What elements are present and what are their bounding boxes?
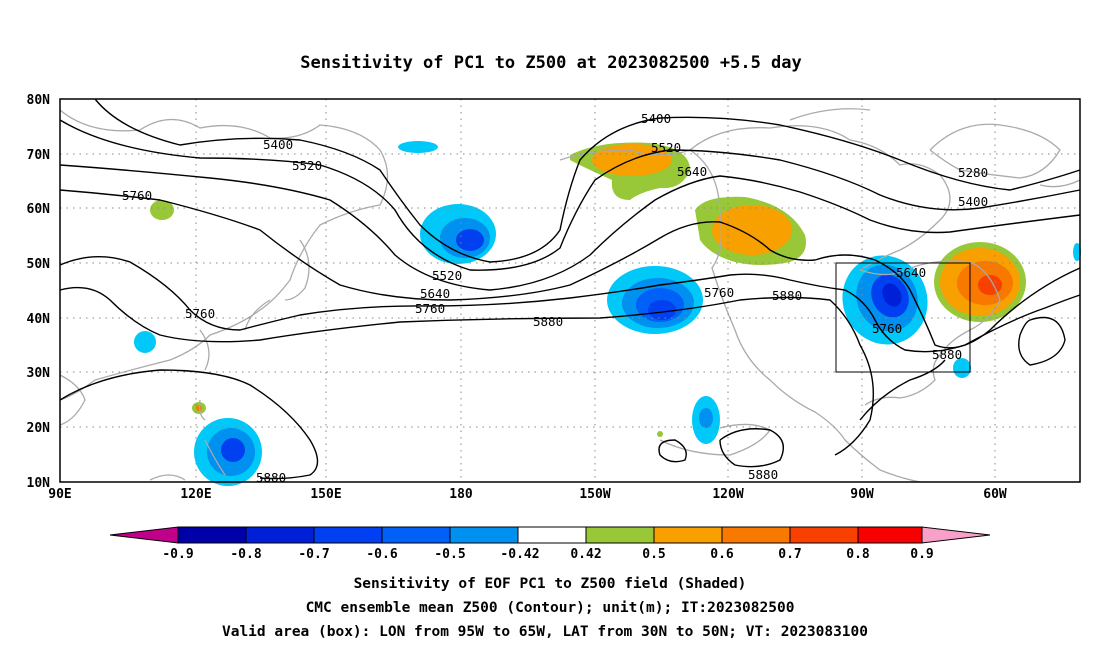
lat-label: 30N [27, 366, 51, 381]
colorbar-tick: 0.7 [778, 547, 801, 562]
contour-label: 5880 [772, 288, 802, 303]
colorbar: -0.9 -0.8 -0.7 -0.6 -0.5 -0.42 0.42 0.5 … [109, 526, 991, 562]
lon-label: 90E [48, 487, 71, 502]
z500-contours [59, 98, 1081, 480]
contour-label: 5760 [872, 321, 902, 336]
contour-label: 5880 [748, 467, 778, 482]
contour-label: 5280 [958, 165, 988, 180]
lon-label: 150W [579, 487, 610, 502]
contour-labels: 5400 5520 5760 5760 5520 5640 5760 5880 … [122, 111, 988, 485]
colorbar-tick: 0.9 [910, 547, 933, 562]
colorbar-cell [381, 526, 451, 544]
negative-blob-east-edge [1073, 243, 1081, 261]
colorbar-tick: 0.6 [710, 547, 734, 562]
colorbar-cell [653, 526, 723, 544]
colorbar-cell [177, 526, 247, 544]
colorbar-tick: 0.5 [642, 547, 665, 562]
negative-blob-arctic [398, 141, 438, 153]
colorbar-tick-labels: -0.9 -0.8 -0.7 -0.6 -0.5 -0.42 0.42 0.5 … [162, 547, 933, 562]
colorbar-high-triangle [921, 526, 991, 544]
contour-label: 5520 [292, 158, 322, 173]
caption: Sensitivity of EOF PC1 to Z500 field (Sh… [222, 576, 868, 640]
contour-label: 5520 [651, 140, 681, 155]
colorbar-tick: -0.9 [162, 547, 193, 562]
map-frame [59, 98, 1081, 483]
lat-lon-grid [60, 99, 1080, 482]
contour-label: 5760 [122, 188, 152, 203]
negative-blob-hawaii-core [699, 408, 713, 428]
map-panel: 5400 5520 5760 5760 5520 5640 5760 5880 … [59, 98, 1081, 486]
latitude-labels: 80N 70N 60N 50N 40N 30N 20N 10N [27, 93, 51, 491]
colorbar-cell [245, 526, 315, 544]
colorbar-tick: -0.8 [230, 547, 261, 562]
negative-blob-north-pacific [607, 266, 703, 334]
contour-label: 5640 [420, 286, 450, 301]
lat-label: 60N [27, 202, 51, 217]
colorbar-tick: -0.7 [298, 547, 329, 562]
contour-label: 5400 [958, 194, 988, 209]
contour-label: 5640 [677, 164, 707, 179]
caption-line: CMC ensemble mean Z500 (Contour); unit(m… [306, 600, 795, 616]
positive-blob-siberia [150, 200, 174, 220]
contour-label: 5880 [932, 347, 962, 362]
lon-label: 90W [850, 487, 874, 502]
colorbar-tick: 0.8 [846, 547, 870, 562]
longitude-labels: 90E 120E 150E 180 150W 120W 90W 60W [48, 487, 1007, 502]
colorbar-cell [517, 526, 587, 544]
caption-line: Valid area (box): LON from 95W to 65W, L… [222, 624, 868, 640]
colorbar-tick: -0.42 [500, 547, 539, 562]
valid-area-box [835, 262, 971, 373]
colorbar-tick: -0.5 [434, 547, 465, 562]
lat-label: 10N [27, 476, 51, 491]
contour-label: 5760 [415, 301, 445, 316]
lon-label: 60W [983, 487, 1007, 502]
lon-label: 150E [310, 487, 341, 502]
figure-title: Sensitivity of PC1 to Z500 at 2023082500… [300, 53, 802, 73]
colorbar-cell [313, 526, 383, 544]
positive-blob-western-canada [695, 196, 806, 265]
contour-label: 5880 [533, 314, 563, 329]
colorbar-tick: 0.42 [570, 547, 601, 562]
colorbar-cell [585, 526, 655, 544]
lat-label: 20N [27, 421, 51, 436]
contour-label: 5760 [704, 285, 734, 300]
lon-label: 120W [712, 487, 743, 502]
lon-label: 180 [449, 487, 473, 502]
negative-blob-east-china [134, 331, 156, 353]
positive-blob-pacific-dot [657, 431, 663, 437]
contour-label: 5520 [432, 268, 462, 283]
contour-label: 5640 [896, 265, 926, 280]
lat-label: 50N [27, 257, 51, 272]
contour-label: 5400 [641, 111, 671, 126]
lon-label: 120E [180, 487, 211, 502]
colorbar-tick: -0.6 [366, 547, 397, 562]
caption-line: Sensitivity of EOF PC1 to Z500 field (Sh… [354, 576, 747, 592]
negative-blob-philippine-sea [194, 418, 262, 486]
lat-label: 80N [27, 93, 51, 108]
contour-label: 5760 [185, 306, 215, 321]
colorbar-low-triangle [109, 526, 179, 544]
colorbar-cell [789, 526, 859, 544]
negative-blob-atlantic [953, 358, 971, 378]
colorbar-cell [857, 526, 923, 544]
colorbar-cell [721, 526, 791, 544]
colorbar-cell [449, 526, 519, 544]
contour-label: 5400 [263, 137, 293, 152]
lat-label: 70N [27, 148, 51, 163]
lat-label: 40N [27, 312, 51, 327]
coastlines [59, 108, 1081, 483]
negative-blob-kamchatka-east [420, 204, 496, 264]
